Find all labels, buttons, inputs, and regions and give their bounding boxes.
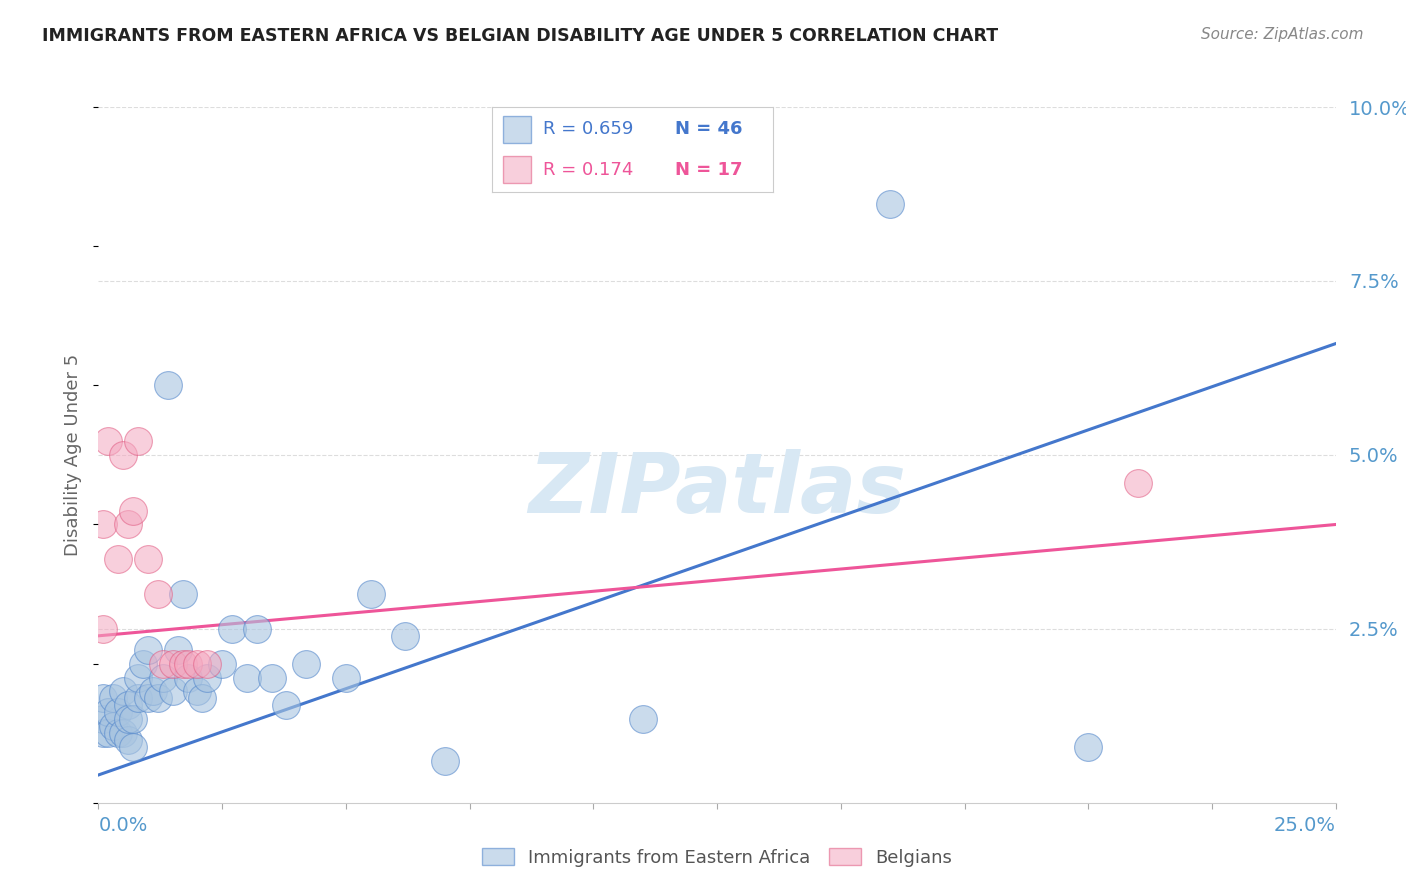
- Point: [236, 671, 259, 685]
- Point: [162, 657, 184, 671]
- Point: [221, 622, 243, 636]
- Text: Source: ZipAtlas.com: Source: ZipAtlas.com: [1201, 27, 1364, 42]
- Point: [107, 706, 129, 720]
- Point: [117, 712, 139, 726]
- Text: ZIPatlas: ZIPatlas: [529, 450, 905, 530]
- Point: [132, 657, 155, 671]
- Point: [335, 671, 357, 685]
- Point: [176, 657, 198, 671]
- Point: [93, 517, 115, 532]
- Point: [146, 587, 169, 601]
- Text: N = 46: N = 46: [675, 120, 742, 138]
- Point: [152, 657, 174, 671]
- Point: [142, 684, 165, 698]
- Point: [186, 684, 208, 698]
- Point: [112, 726, 135, 740]
- Point: [136, 552, 159, 566]
- Text: 25.0%: 25.0%: [1274, 815, 1336, 835]
- Point: [107, 726, 129, 740]
- Text: N = 17: N = 17: [675, 161, 742, 178]
- Point: [122, 740, 145, 755]
- Point: [127, 671, 149, 685]
- Point: [246, 622, 269, 636]
- Point: [1126, 475, 1149, 490]
- Point: [152, 671, 174, 685]
- Point: [117, 517, 139, 532]
- Point: [433, 754, 456, 768]
- Point: [295, 657, 318, 671]
- Point: [97, 706, 120, 720]
- Point: [191, 691, 214, 706]
- Point: [195, 671, 218, 685]
- Point: [122, 503, 145, 517]
- Point: [112, 684, 135, 698]
- Point: [172, 657, 194, 671]
- Point: [162, 684, 184, 698]
- Point: [146, 691, 169, 706]
- Point: [107, 552, 129, 566]
- Point: [122, 712, 145, 726]
- Point: [166, 642, 188, 657]
- Point: [879, 197, 901, 211]
- Point: [360, 587, 382, 601]
- Point: [93, 726, 115, 740]
- Y-axis label: Disability Age Under 5: Disability Age Under 5: [65, 354, 83, 556]
- Point: [394, 629, 416, 643]
- Legend: Immigrants from Eastern Africa, Belgians: Immigrants from Eastern Africa, Belgians: [474, 840, 960, 874]
- Point: [97, 726, 120, 740]
- Point: [136, 691, 159, 706]
- Point: [276, 698, 298, 713]
- Point: [112, 448, 135, 462]
- Point: [260, 671, 283, 685]
- Point: [97, 434, 120, 448]
- Text: R = 0.174: R = 0.174: [543, 161, 633, 178]
- Point: [103, 719, 125, 733]
- Point: [103, 691, 125, 706]
- Point: [156, 378, 179, 392]
- Point: [93, 622, 115, 636]
- Point: [631, 712, 654, 726]
- Point: [186, 657, 208, 671]
- Point: [117, 733, 139, 747]
- Point: [1077, 740, 1099, 755]
- Point: [93, 712, 115, 726]
- Text: IMMIGRANTS FROM EASTERN AFRICA VS BELGIAN DISABILITY AGE UNDER 5 CORRELATION CHA: IMMIGRANTS FROM EASTERN AFRICA VS BELGIA…: [42, 27, 998, 45]
- Point: [136, 642, 159, 657]
- Text: R = 0.659: R = 0.659: [543, 120, 633, 138]
- Point: [172, 587, 194, 601]
- Text: 0.0%: 0.0%: [98, 815, 148, 835]
- Point: [117, 698, 139, 713]
- Point: [93, 691, 115, 706]
- Point: [127, 691, 149, 706]
- Point: [211, 657, 233, 671]
- Bar: [503, 116, 531, 143]
- Point: [176, 671, 198, 685]
- Bar: [503, 156, 531, 183]
- Point: [127, 434, 149, 448]
- Point: [195, 657, 218, 671]
